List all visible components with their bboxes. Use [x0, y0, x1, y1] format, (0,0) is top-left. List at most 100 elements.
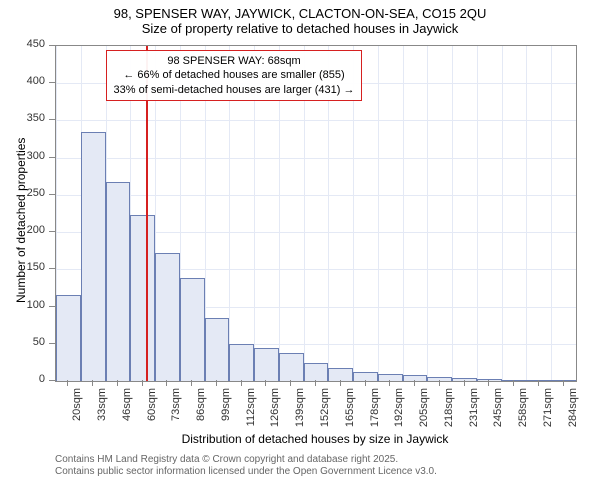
x-tick-label: 271sqm — [542, 388, 554, 434]
x-tick — [513, 380, 514, 386]
x-tick — [265, 380, 266, 386]
histogram-bar — [155, 253, 180, 381]
footer-line-1: Contains HM Land Registry data © Crown c… — [55, 454, 398, 465]
x-tick-label: 165sqm — [344, 388, 356, 434]
histogram-bar — [205, 318, 230, 381]
x-tick — [290, 380, 291, 386]
histogram-bar — [106, 182, 131, 382]
x-tick-label: 60sqm — [146, 388, 158, 434]
x-tick — [563, 380, 564, 386]
y-tick-label: 250 — [19, 187, 45, 199]
x-tick-label: 231sqm — [468, 388, 480, 434]
x-tick-label: 73sqm — [170, 388, 182, 434]
x-tick-label: 33sqm — [96, 388, 108, 434]
grid-vertical — [502, 46, 503, 381]
x-tick — [439, 380, 440, 386]
x-tick — [464, 380, 465, 386]
y-tick — [49, 194, 55, 195]
x-tick — [241, 380, 242, 386]
histogram-bar — [304, 363, 329, 381]
histogram-bar — [551, 380, 576, 381]
y-tick-label: 400 — [19, 75, 45, 87]
histogram-bar — [452, 378, 477, 381]
x-tick-label: 152sqm — [319, 388, 331, 434]
histogram-bar — [353, 372, 378, 381]
x-tick — [216, 380, 217, 386]
x-tick — [538, 380, 539, 386]
x-tick — [340, 380, 341, 386]
y-tick-label: 450 — [19, 38, 45, 50]
x-tick-label: 20sqm — [71, 388, 83, 434]
x-tick-label: 245sqm — [492, 388, 504, 434]
x-tick-label: 99sqm — [220, 388, 232, 434]
histogram-bar — [81, 132, 106, 381]
grid-horizontal — [56, 120, 576, 121]
x-tick-label: 112sqm — [245, 388, 257, 434]
grid-vertical — [378, 46, 379, 381]
y-tick — [49, 343, 55, 344]
x-tick-label: 46sqm — [121, 388, 133, 434]
y-tick — [49, 119, 55, 120]
grid-vertical — [526, 46, 527, 381]
y-tick-label: 200 — [19, 224, 45, 236]
x-tick-label: 218sqm — [443, 388, 455, 434]
x-tick-label: 126sqm — [269, 388, 281, 434]
x-tick — [191, 380, 192, 386]
y-tick-label: 300 — [19, 150, 45, 162]
title-block: 98, SPENSER WAY, JAYWICK, CLACTON-ON-SEA… — [0, 0, 600, 36]
annotation-line-3: 33% of semi-detached houses are larger (… — [113, 83, 355, 97]
histogram-bar — [254, 348, 279, 382]
y-tick-label: 0 — [19, 373, 45, 385]
y-axis-label: Number of detached properties — [14, 137, 28, 302]
annotation-line-2: ← 66% of detached houses are smaller (85… — [113, 68, 355, 82]
y-tick — [49, 306, 55, 307]
x-tick — [389, 380, 390, 386]
plot-area: 98 SPENSER WAY: 68sqm← 66% of detached h… — [55, 45, 577, 382]
y-tick-label: 100 — [19, 299, 45, 311]
chart-container: 98, SPENSER WAY, JAYWICK, CLACTON-ON-SEA… — [0, 0, 600, 500]
grid-vertical — [403, 46, 404, 381]
annotation-box: 98 SPENSER WAY: 68sqm← 66% of detached h… — [106, 50, 362, 101]
y-tick — [49, 157, 55, 158]
grid-horizontal — [56, 158, 576, 159]
footer-line-2: Contains public sector information licen… — [55, 466, 437, 477]
x-tick — [92, 380, 93, 386]
x-tick-label: 178sqm — [369, 388, 381, 434]
x-tick — [166, 380, 167, 386]
x-tick — [142, 380, 143, 386]
histogram-bar — [130, 215, 155, 381]
grid-horizontal — [56, 195, 576, 196]
x-tick — [365, 380, 366, 386]
histogram-bar — [328, 368, 353, 381]
histogram-bar — [180, 278, 205, 381]
grid-vertical — [477, 46, 478, 381]
x-tick — [117, 380, 118, 386]
histogram-bar — [56, 295, 81, 381]
y-tick — [49, 268, 55, 269]
x-tick-label: 192sqm — [393, 388, 405, 434]
y-tick — [49, 380, 55, 381]
x-tick-label: 86sqm — [195, 388, 207, 434]
grid-vertical — [452, 46, 453, 381]
x-tick — [315, 380, 316, 386]
histogram-bar — [427, 377, 452, 381]
histogram-bar — [279, 353, 304, 381]
x-tick-label: 258sqm — [517, 388, 529, 434]
x-tick — [488, 380, 489, 386]
title-line-2: Size of property relative to detached ho… — [0, 21, 600, 36]
x-tick — [67, 380, 68, 386]
y-tick-label: 150 — [19, 261, 45, 273]
y-tick-label: 350 — [19, 112, 45, 124]
title-line-1: 98, SPENSER WAY, JAYWICK, CLACTON-ON-SEA… — [0, 6, 600, 21]
grid-vertical — [551, 46, 552, 381]
y-tick-label: 50 — [19, 336, 45, 348]
x-axis-label: Distribution of detached houses by size … — [55, 432, 575, 446]
y-tick — [49, 82, 55, 83]
histogram-bar — [229, 344, 254, 381]
x-tick — [414, 380, 415, 386]
histogram-bar — [526, 380, 551, 381]
x-tick-label: 139sqm — [294, 388, 306, 434]
x-tick-label: 205sqm — [418, 388, 430, 434]
y-tick — [49, 231, 55, 232]
annotation-line-1: 98 SPENSER WAY: 68sqm — [113, 54, 355, 68]
